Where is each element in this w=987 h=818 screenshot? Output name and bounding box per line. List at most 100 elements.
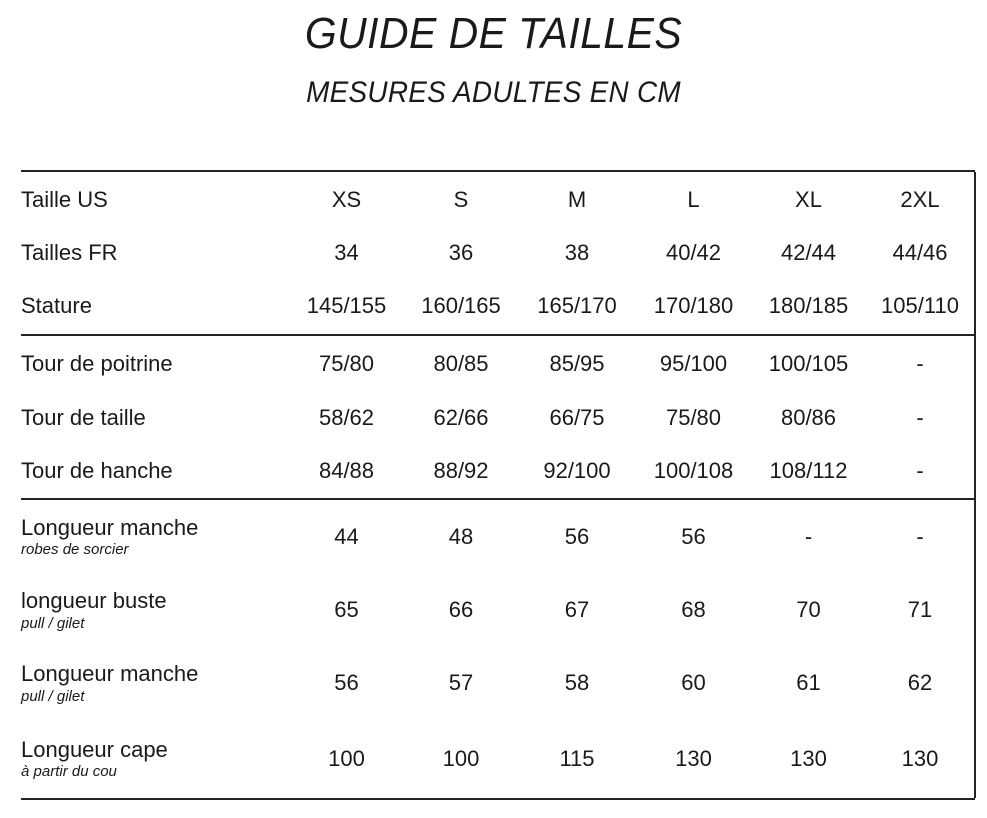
table-row: longueur buste pull / gilet 65 66 67 68 … [21,574,976,647]
cell-value: 75/80 [318,350,375,376]
cell-value: 100/108 [653,457,734,483]
cell-s: 160/165 [404,278,518,335]
row-label: Longueur cape [21,736,168,762]
cell-l: 130 [636,720,751,798]
cell-value: 80/85 [433,350,489,376]
table-row: Tailles FR 34 36 38 40/42 42/44 44/46 [21,228,976,278]
cell-value: 61 [796,670,821,696]
row-label: Tailles FR [21,239,118,265]
cell-m: 67 [518,574,636,647]
row-label: longueur buste [21,588,167,614]
row-label-cell: Tailles FR [21,228,289,278]
cell-value: 170/180 [653,292,734,318]
cell-value: 71 [907,597,933,623]
cell-xs: 84/88 [289,444,404,499]
cell-value: 2XL [900,186,940,212]
row-label-cell: Stature [21,278,289,335]
page-title: GUIDE DE TAILLES [304,9,683,58]
row-label: Tour de taille [21,404,146,430]
row-label-cell: Longueur cape à partir du cou [21,720,289,798]
cell-s: 66 [404,574,518,647]
cell-m: 66/75 [518,392,636,444]
table-row: Tour de poitrine 75/80 80/85 85/95 95/10… [21,334,976,392]
cell-value: 44/46 [892,239,948,265]
cell-m: 58 [518,647,636,720]
cell-m: 85/95 [518,334,636,392]
cell-value: - [916,350,924,376]
cell-m: 38 [518,228,636,278]
row-label-cell: Tour de poitrine [21,334,289,392]
cell-l: 56 [636,498,751,574]
cell-value: 42/44 [780,239,837,265]
cell-l: 75/80 [636,392,751,444]
size-guide-table-container: Taille US XS S M L XL 2XL Tailles FR 34 … [21,170,976,800]
cell-value: 68 [681,597,706,623]
cell-value: - [804,523,813,549]
cell-l: 100/108 [636,444,751,499]
cell-value: XL [795,186,822,212]
row-sublabel: pull / gilet [21,687,85,705]
row-label-cell: Longueur manche pull / gilet [21,647,289,720]
cell-xs: 56 [289,647,404,720]
cell-xs: 65 [289,574,404,647]
cell-xl: - [751,498,866,574]
cell-2xl: - [866,334,976,392]
row-label: Stature [21,292,92,318]
cell-value: 100 [442,745,480,771]
cell-value: 92/100 [543,457,611,483]
cell-value: - [916,404,924,430]
cell-value: S [453,186,469,212]
cell-l: 68 [636,574,751,647]
cell-m: 165/170 [518,278,636,335]
cell-xl: XL [751,172,866,228]
row-label: Longueur manche [21,514,199,540]
cell-xl: 70 [751,574,866,647]
cell-value: 40/42 [665,239,722,265]
cell-xs: 145/155 [289,278,404,335]
row-label-cell: Taille US [21,172,289,228]
cell-value: 75/80 [665,404,722,430]
cell-l: 60 [636,647,751,720]
cell-s: 62/66 [404,392,518,444]
cell-value: 58 [564,670,590,696]
cell-2xl: 71 [866,574,976,647]
cell-xl: 42/44 [751,228,866,278]
row-label-cell: Tour de hanche [21,444,289,499]
cell-value: 38 [564,239,590,265]
cell-l: L [636,172,751,228]
cell-2xl: - [866,392,976,444]
cell-l: 95/100 [636,334,751,392]
cell-s: 36 [404,228,518,278]
cell-value: L [687,186,700,212]
cell-value: 60 [681,670,706,696]
table-row: Stature 145/155 160/165 165/170 170/180 … [21,278,976,335]
cell-value: 66/75 [549,404,605,430]
cell-s: 57 [404,647,518,720]
cell-value: XS [331,186,362,212]
cell-value: M [567,186,587,212]
cell-2xl: - [866,498,976,574]
cell-value: 36 [448,239,474,265]
cell-value: 62 [907,670,933,696]
size-table-body: Taille US XS S M L XL 2XL Tailles FR 34 … [21,172,976,798]
cell-xs: 44 [289,498,404,574]
cell-value: - [916,523,924,549]
row-label-cell: Longueur manche robes de sorcier [21,498,289,574]
row-label-cell: longueur buste pull / gilet [21,574,289,647]
cell-xs: 58/62 [289,392,404,444]
cell-value: - [916,457,924,483]
cell-value: 130 [790,745,827,771]
cell-xl: 180/185 [751,278,866,335]
cell-value: 56 [564,523,590,549]
cell-m: 56 [518,498,636,574]
cell-value: 130 [675,745,712,771]
cell-xl: 80/86 [751,392,866,444]
cell-value: 70 [796,597,821,623]
cell-value: 180/185 [768,292,849,318]
cell-value: 105/110 [881,292,959,318]
table-row: Tour de taille 58/62 62/66 66/75 75/80 8… [21,392,976,444]
cell-xl: 61 [751,647,866,720]
cell-value: 108/112 [769,457,848,483]
cell-2xl: 130 [866,720,976,798]
cell-value: 85/95 [549,350,605,376]
